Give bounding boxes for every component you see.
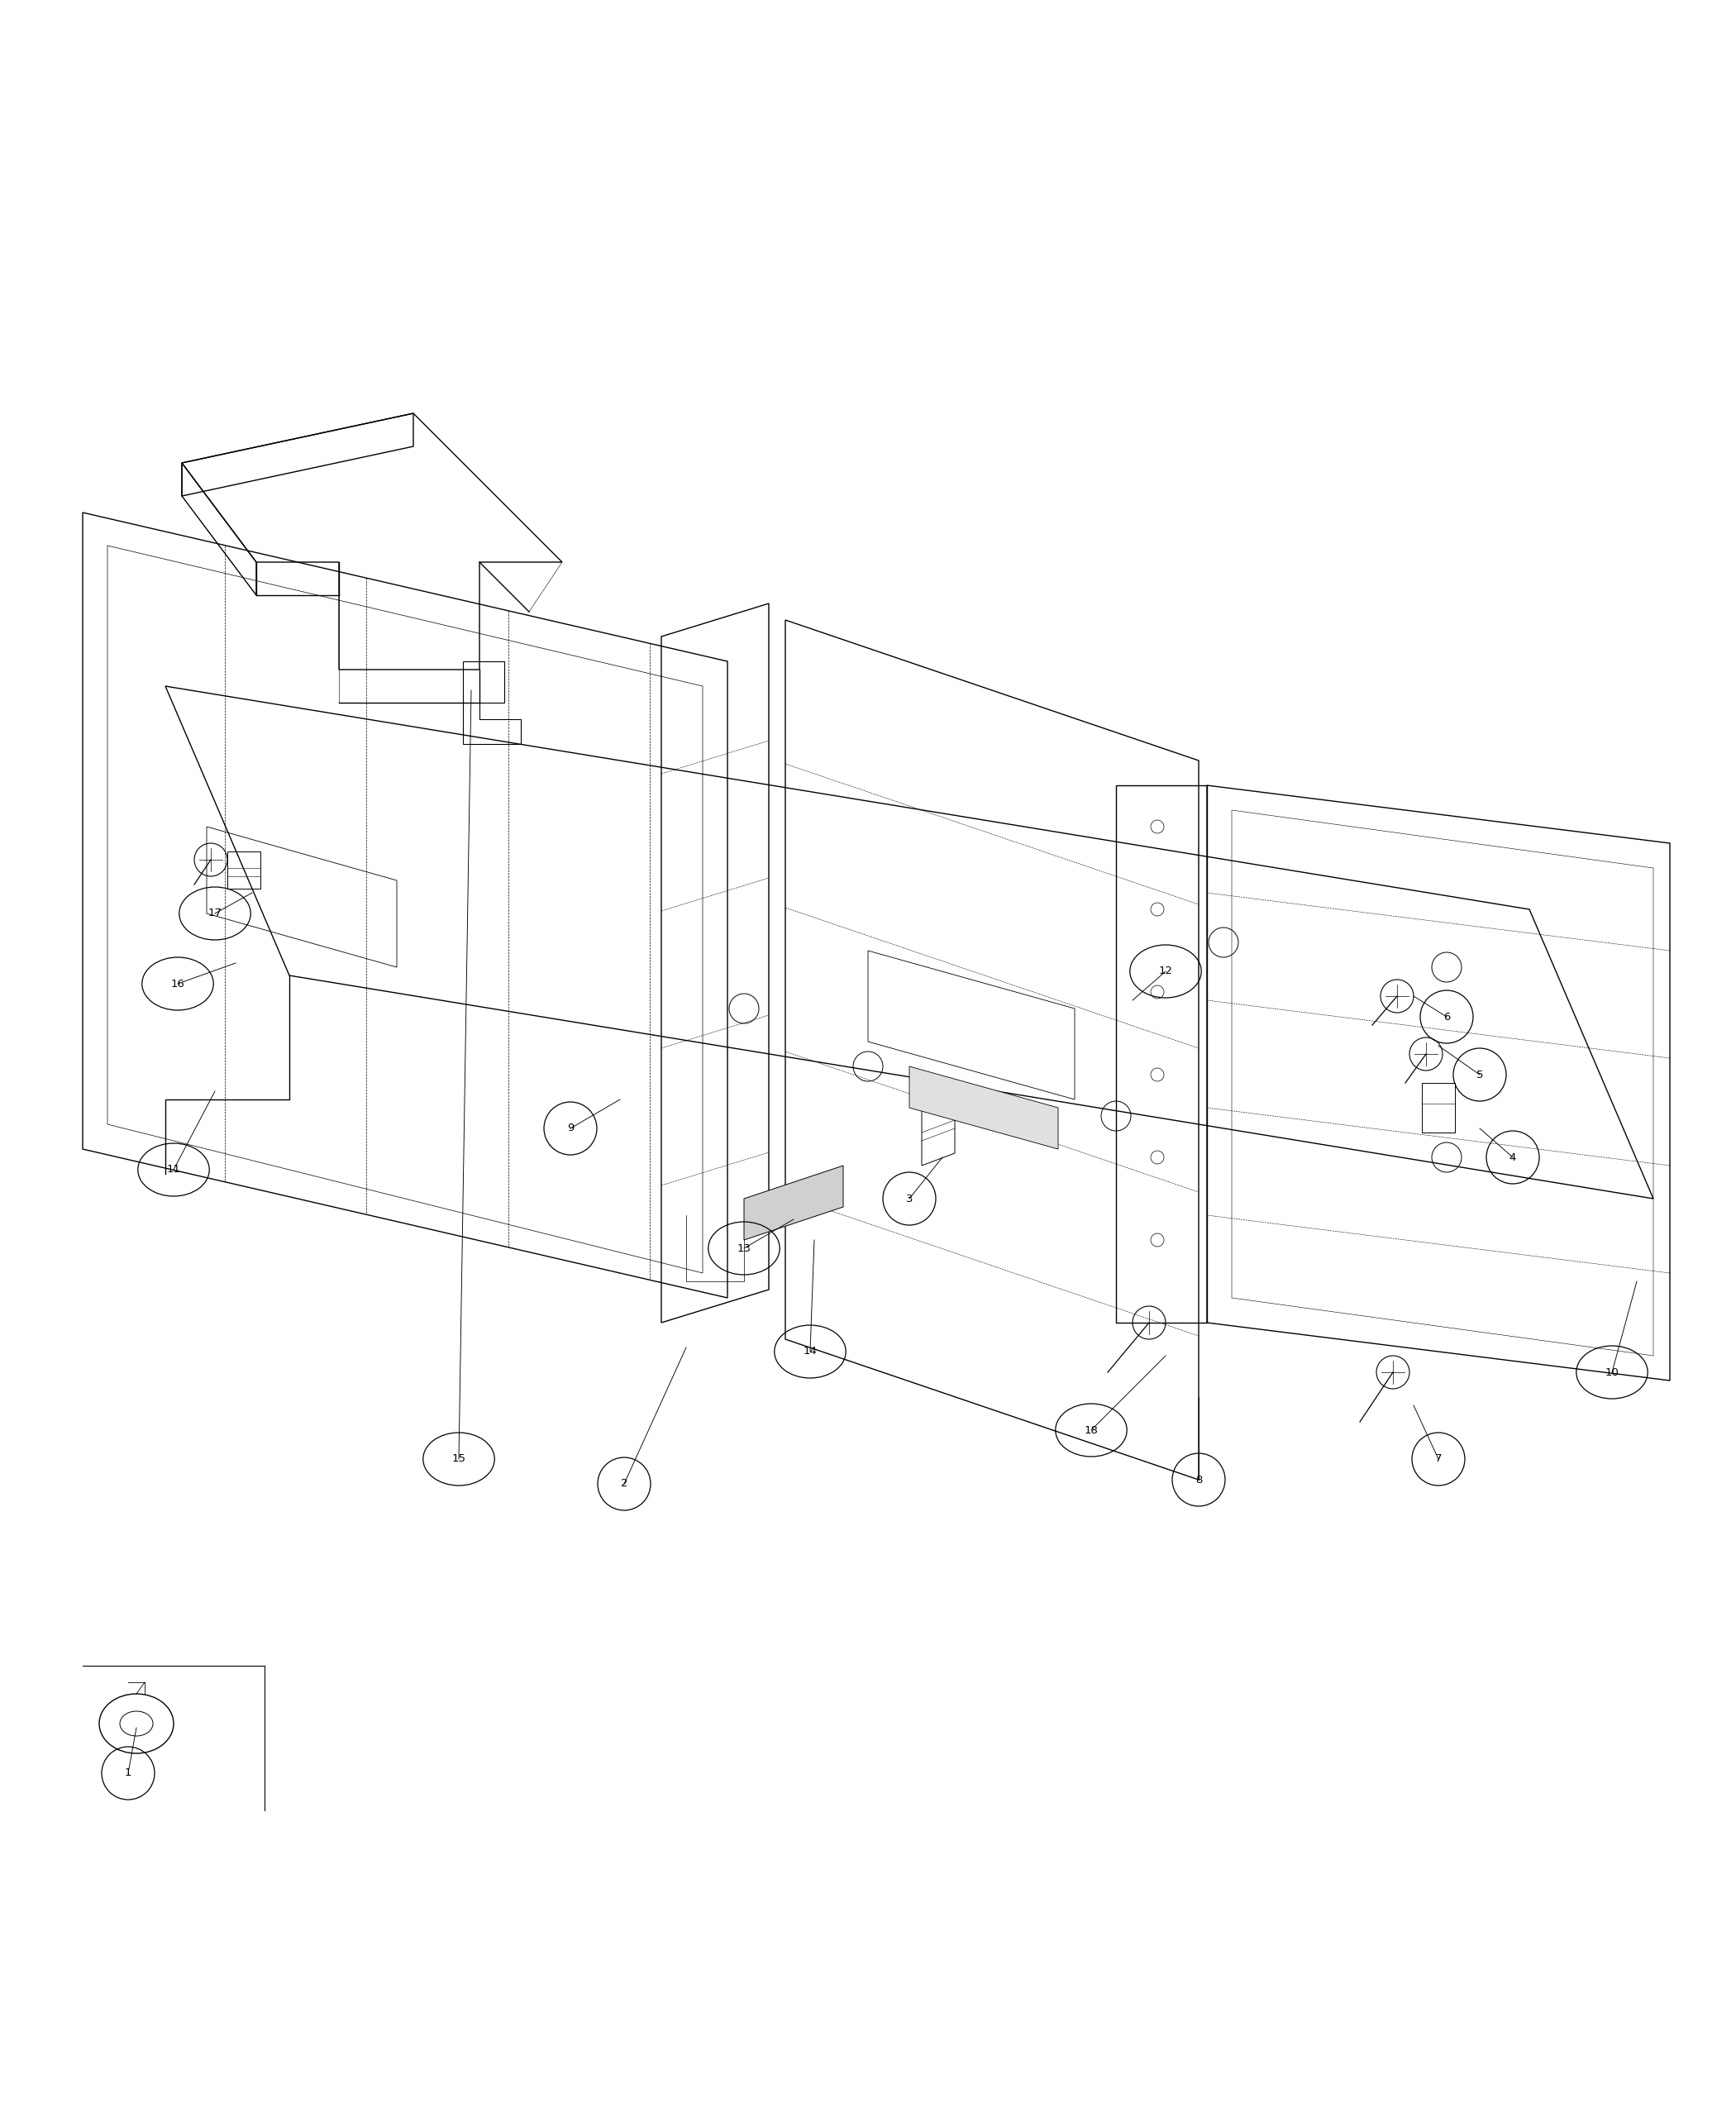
Text: 4: 4 (1509, 1151, 1516, 1164)
Text: 10: 10 (1606, 1366, 1620, 1379)
Polygon shape (910, 1067, 1059, 1149)
Text: 17: 17 (208, 909, 222, 919)
Text: 15: 15 (451, 1455, 465, 1465)
Text: 16: 16 (170, 978, 184, 989)
Text: 5: 5 (1476, 1069, 1483, 1079)
Text: 9: 9 (568, 1124, 575, 1134)
Text: 18: 18 (1085, 1425, 1099, 1436)
Text: 7: 7 (1436, 1455, 1443, 1465)
Text: 1: 1 (125, 1769, 132, 1779)
Text: 8: 8 (1194, 1473, 1201, 1486)
Text: 11: 11 (167, 1164, 181, 1174)
Text: 2: 2 (621, 1478, 628, 1488)
Text: 14: 14 (804, 1347, 818, 1358)
Text: 13: 13 (738, 1244, 752, 1254)
Polygon shape (745, 1166, 844, 1240)
Text: 3: 3 (906, 1193, 913, 1204)
Text: 12: 12 (1158, 965, 1172, 976)
Text: 6: 6 (1443, 1012, 1450, 1022)
